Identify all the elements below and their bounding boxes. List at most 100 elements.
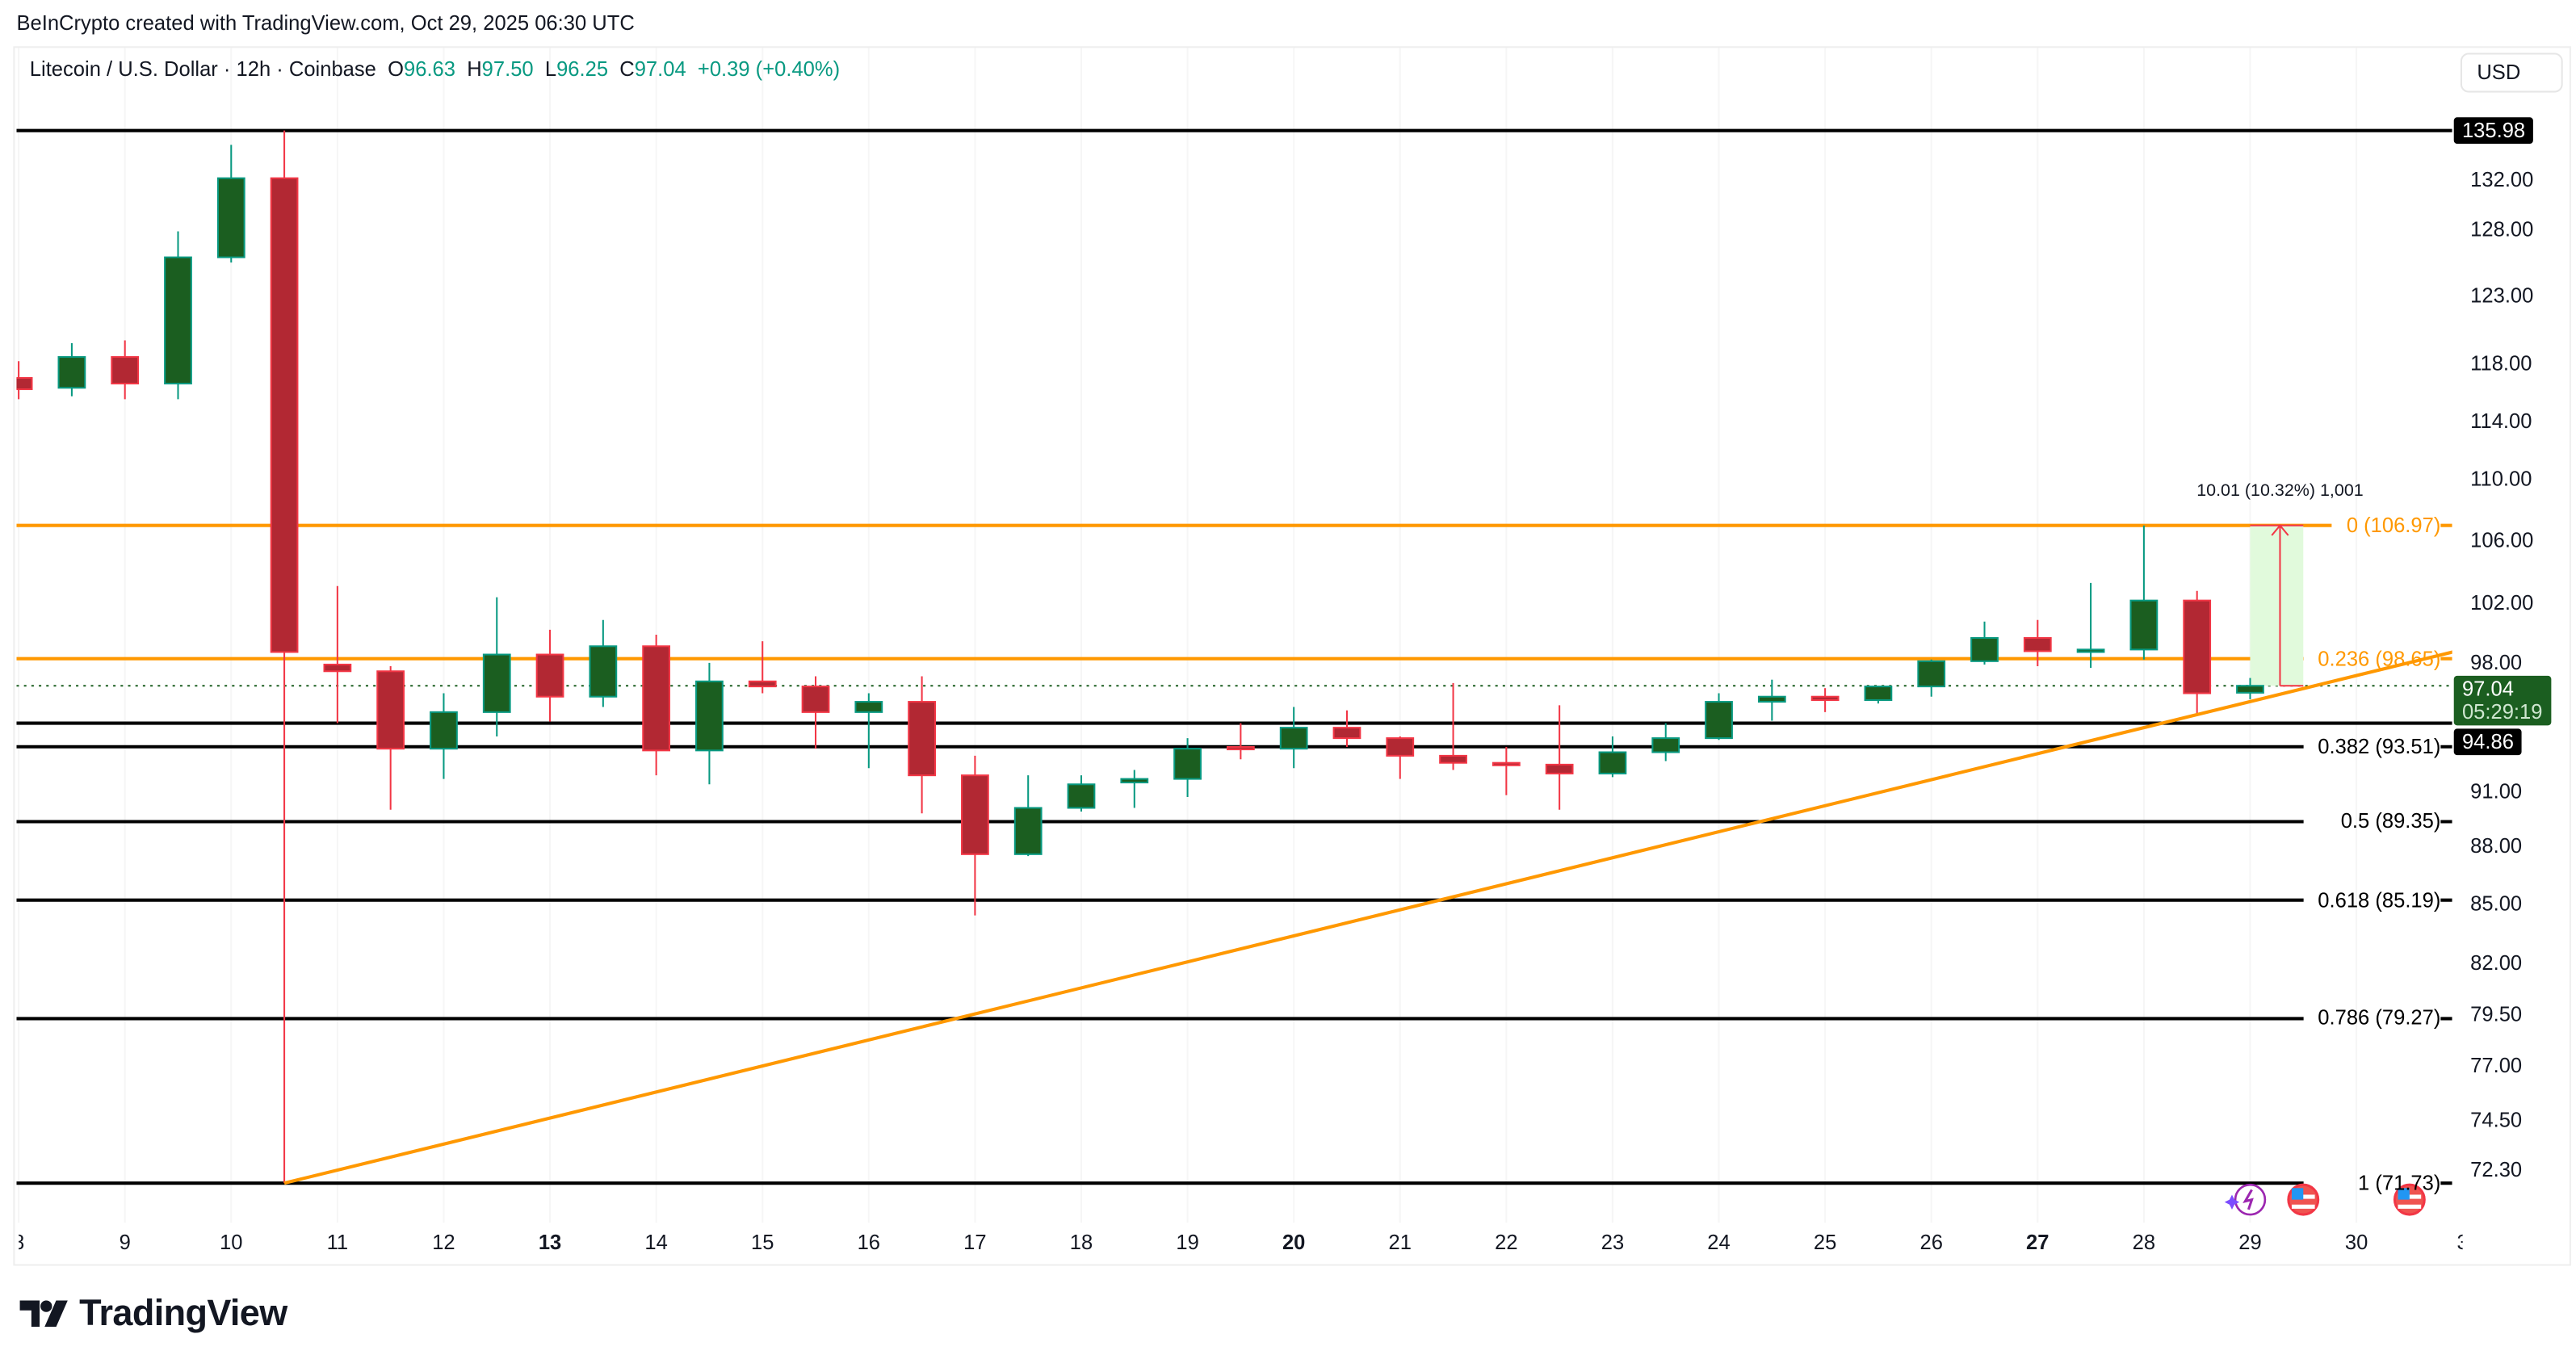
sparkle xyxy=(2224,1194,2240,1210)
time-axis-label: 8 xyxy=(12,1231,25,1255)
candle-body xyxy=(1705,701,1733,740)
time-axis-label: 10 xyxy=(220,1231,243,1255)
low-value: 96.25 xyxy=(556,57,609,82)
candle xyxy=(1491,746,1521,795)
candle-body xyxy=(695,680,724,752)
last-price-value: 97.04 xyxy=(2461,677,2514,701)
candle xyxy=(57,342,86,396)
candle-body xyxy=(1013,807,1043,855)
candle-body xyxy=(16,377,33,391)
price-axis-label: 123.00 xyxy=(2470,283,2534,308)
time-axis-label: 15 xyxy=(751,1231,774,1255)
candle xyxy=(1810,688,1840,712)
candle xyxy=(1545,705,1574,810)
chart-panel xyxy=(13,46,2571,1266)
change-value: +0.39 (+0.40%) xyxy=(697,57,841,82)
last-price-badge: 97.04 05:29:19 xyxy=(2453,675,2551,726)
candle xyxy=(2129,525,2159,660)
candle-body xyxy=(961,774,989,855)
time-axis-label: 13 xyxy=(538,1231,562,1255)
candle xyxy=(961,755,989,916)
candle-body xyxy=(1810,695,1840,701)
currency-button[interactable]: USD xyxy=(2460,52,2563,93)
candle-body xyxy=(164,256,192,385)
price-axis-label: 82.00 xyxy=(2470,951,2523,975)
time-axis-label: 28 xyxy=(2132,1231,2156,1255)
candle-body xyxy=(111,356,140,385)
candle xyxy=(1173,738,1202,797)
candle xyxy=(1705,693,1733,740)
high-value: 97.50 xyxy=(481,57,534,82)
measure-label: 10.01 (10.32%) 1,001 xyxy=(2196,480,2364,501)
time-axis-label: 17 xyxy=(963,1231,987,1255)
candle-body xyxy=(1173,748,1202,780)
candle-body xyxy=(908,701,936,777)
time-axis-label: 21 xyxy=(1388,1231,1412,1255)
candle-body xyxy=(1970,637,1999,662)
candle-body xyxy=(2129,599,2159,651)
candle xyxy=(535,629,564,722)
price-axis-label: 132.00 xyxy=(2470,167,2534,191)
candle xyxy=(16,361,33,400)
fib-level-label: 0.236 (98.65) xyxy=(2318,647,2441,671)
logo-text: TradingView xyxy=(79,1292,287,1334)
fib-level-label: 0 (106.97) xyxy=(2346,514,2441,538)
time-axis-label: 3 xyxy=(2456,1231,2469,1255)
candle xyxy=(323,585,352,724)
candle xyxy=(589,619,618,707)
candle-body xyxy=(801,686,830,713)
open-value: 96.63 xyxy=(404,57,455,82)
candle xyxy=(1598,736,1627,778)
time-axis-label: 26 xyxy=(1919,1231,1943,1255)
candle xyxy=(482,597,511,736)
candle-body xyxy=(1279,727,1308,750)
fib-level-label: 0.382 (93.51) xyxy=(2318,735,2441,759)
price-badge: 94.86 xyxy=(2453,728,2523,756)
close-label: C xyxy=(619,57,635,82)
time-axis-label: 11 xyxy=(326,1231,349,1255)
price-axis-label: 102.00 xyxy=(2470,592,2534,615)
candle-body xyxy=(376,670,405,750)
high-label: H xyxy=(467,57,482,82)
candle xyxy=(1279,707,1308,769)
symbol-title[interactable]: Litecoin / U.S. Dollar · 12h · Coinbase xyxy=(29,57,376,82)
candle-body xyxy=(1120,778,1149,784)
candle-body xyxy=(2183,599,2212,694)
candle xyxy=(695,662,724,785)
candle xyxy=(1439,682,1467,770)
time-axis-label: 20 xyxy=(1282,1231,1306,1255)
candle-body xyxy=(2076,648,2105,653)
time-axis-label: 12 xyxy=(432,1231,455,1255)
candle-body xyxy=(854,701,883,713)
tradingview-logo-icon xyxy=(19,1300,68,1328)
candle xyxy=(1651,723,1680,761)
price-axis-label: 74.50 xyxy=(2470,1109,2523,1133)
measure-arrow-head xyxy=(2271,524,2289,536)
us-flag-event-icon xyxy=(2287,1183,2320,1216)
time-axis-label: 25 xyxy=(1813,1231,1837,1255)
candle-body xyxy=(1227,745,1255,751)
candle xyxy=(1120,770,1149,808)
candle xyxy=(642,634,671,776)
candle xyxy=(216,145,245,263)
bar-countdown: 05:29:19 xyxy=(2461,700,2543,724)
candle xyxy=(748,641,777,694)
lightning xyxy=(2242,1189,2254,1210)
price-axis-label: 106.00 xyxy=(2470,528,2534,552)
candle-body xyxy=(1598,751,1627,774)
time-axis-label: 9 xyxy=(119,1231,131,1255)
price-axis-label: 72.30 xyxy=(2470,1158,2523,1182)
candle-body xyxy=(1864,686,1893,701)
credit-text: BeInCrypto created with TradingView.com,… xyxy=(16,11,635,35)
price-axis-label: 110.00 xyxy=(2470,468,2532,492)
candle xyxy=(1757,679,1786,721)
low-label: L xyxy=(544,57,557,82)
candle-body xyxy=(1917,660,1946,688)
candle xyxy=(1970,621,1999,665)
tradingview-logo[interactable]: TradingView xyxy=(19,1292,287,1335)
price-axis-label: 118.00 xyxy=(2470,352,2532,375)
candle xyxy=(1386,736,1415,779)
price-axis-label: 79.50 xyxy=(2470,1002,2523,1026)
